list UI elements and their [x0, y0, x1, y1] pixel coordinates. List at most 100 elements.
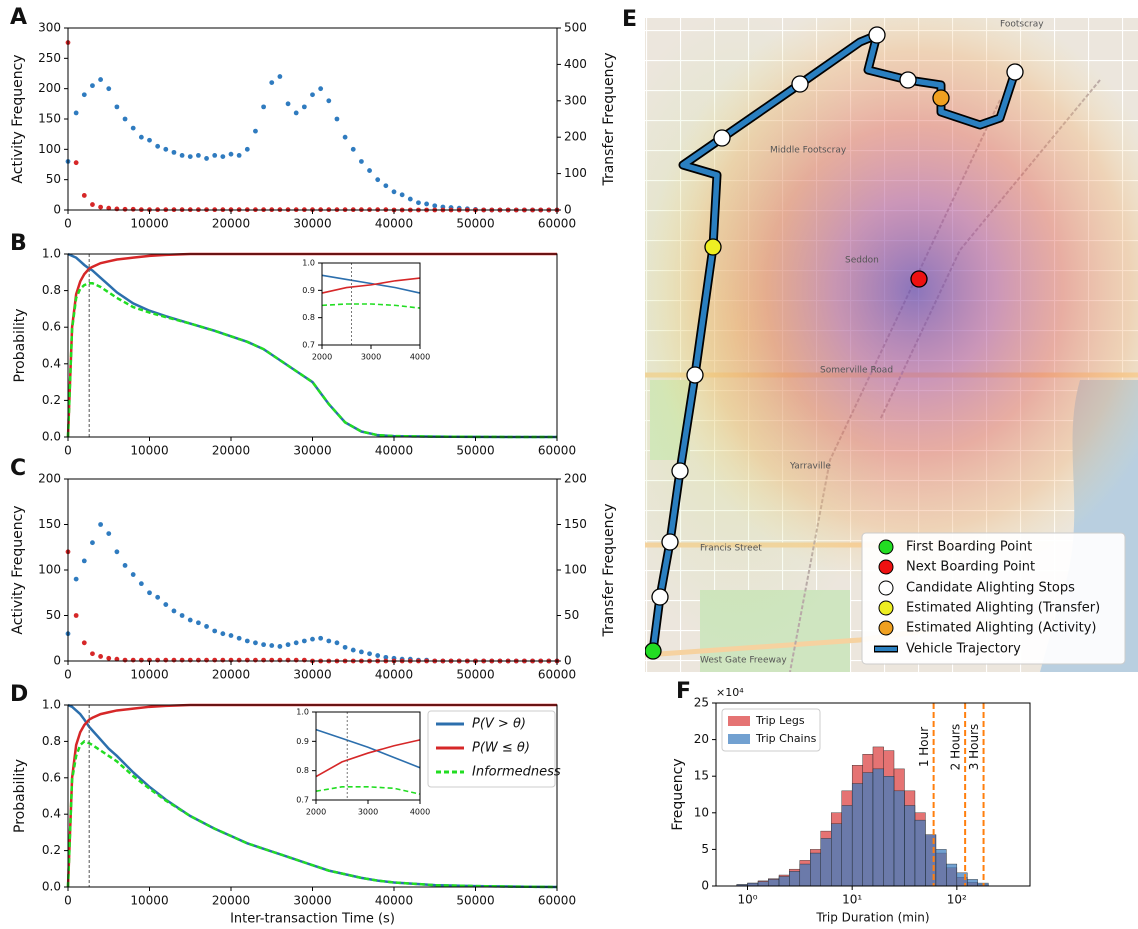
scatter-point	[155, 658, 160, 663]
y-axis-label: Probability	[12, 759, 28, 833]
scatter-point	[180, 153, 185, 158]
scatter-point	[310, 637, 315, 642]
y-tick-label: 1.0	[302, 259, 315, 268]
map-label: Yarraville	[789, 462, 831, 472]
scatter-point	[98, 77, 103, 82]
y-tick-label: 5	[701, 842, 709, 856]
x-tick-label: 20000	[212, 217, 250, 231]
scatter-point	[359, 159, 364, 164]
scatter-point	[269, 643, 274, 648]
scatter-point	[269, 80, 274, 85]
scatter-point	[98, 522, 103, 527]
scatter-point	[82, 193, 87, 198]
plot-frame	[68, 28, 557, 210]
x-tick-label: 60000	[538, 894, 576, 908]
scatter-point	[335, 640, 340, 645]
histogram-bar	[873, 769, 884, 886]
scatter-point	[220, 658, 225, 663]
y-tick-label: 0.4	[42, 356, 61, 370]
first-boarding	[645, 643, 661, 659]
scatter-point	[147, 590, 152, 595]
y2-tick-label: 0	[564, 203, 572, 217]
y-tick-label: 0	[701, 879, 709, 893]
scatter-point	[245, 147, 250, 152]
y2-tick-label: 100	[564, 563, 587, 577]
x-tick-label: 10⁰	[737, 893, 757, 907]
histogram-bar	[789, 871, 799, 886]
scatter-point	[302, 104, 307, 109]
y-tick-label: 1.0	[296, 708, 309, 717]
x-tick-label: 50000	[456, 444, 494, 458]
y-tick-label: 0.2	[42, 393, 61, 407]
x-tick-label: 50000	[456, 217, 494, 231]
scatter-point	[229, 152, 234, 157]
scatter-point	[115, 104, 120, 109]
y-tick-label: 200	[38, 81, 61, 95]
candidate-stop	[869, 27, 885, 43]
histogram-bar	[779, 876, 789, 886]
y-tick-label: 50	[46, 172, 61, 186]
scatter-point	[335, 117, 340, 122]
y-tick-label: 0	[53, 203, 61, 217]
y-tick-label: 0.0	[42, 880, 61, 894]
scatter-point	[351, 147, 356, 152]
scatter-point	[286, 642, 291, 647]
y-axis-label: Frequency	[670, 758, 686, 830]
x-tick-label: 10²	[947, 893, 967, 907]
x-tick-label: 20000	[212, 894, 250, 908]
scatter-point	[294, 111, 299, 116]
histogram-bar	[768, 879, 779, 886]
scatter-point	[123, 563, 128, 568]
y-tick-label: 150	[38, 112, 61, 126]
scatter-point	[310, 92, 315, 97]
histogram-bar	[852, 784, 863, 886]
legend-label: Vehicle Trajectory	[906, 642, 1021, 657]
scatter-point	[172, 609, 177, 614]
legend-label: Next Boarding Point	[906, 560, 1035, 575]
scatter-point	[74, 160, 79, 165]
scatter-point	[106, 531, 111, 536]
scatter-point	[237, 636, 242, 641]
scatter-point	[131, 126, 136, 131]
x-tick-label: 2000	[306, 808, 326, 817]
legend-marker	[879, 581, 893, 595]
y-tick-label: 0.8	[42, 734, 61, 748]
candidate-stop	[714, 130, 730, 146]
histogram-bar	[810, 853, 820, 886]
scatter-point	[90, 202, 95, 207]
x-tick-label: 20000	[212, 444, 250, 458]
x-tick-label: 40000	[375, 217, 413, 231]
reference-label: 3 Hours	[967, 724, 981, 771]
scatter-point	[432, 203, 437, 208]
x-tick-label: 3000	[358, 808, 378, 817]
scatter-point	[106, 86, 111, 91]
reference-label: 2 Hours	[949, 724, 963, 771]
x-tick-label: 0	[64, 668, 72, 682]
histogram-bar	[936, 849, 946, 886]
histogram-bar	[884, 776, 894, 886]
scatter-point	[220, 631, 225, 636]
x-tick-label: 3000	[361, 353, 381, 362]
histogram-bar	[863, 773, 873, 886]
x-tick-label: 60000	[538, 668, 576, 682]
y-tick-label: 250	[38, 51, 61, 65]
candidate-stop	[687, 367, 703, 383]
y-tick-label: 10	[694, 805, 709, 819]
x-tick-label: 4000	[410, 808, 430, 817]
scatter-point	[359, 650, 364, 655]
scatter-point	[286, 101, 291, 106]
panel-label: A	[10, 5, 27, 30]
map-label: Middle Footscray	[770, 146, 847, 156]
scatter-point	[188, 154, 193, 159]
scatter-point	[261, 104, 266, 109]
scatter-point	[204, 156, 209, 161]
scatter-point	[131, 207, 136, 212]
y-tick-label: 0	[53, 654, 61, 668]
y-axis-label: Activity Frequency	[10, 505, 26, 634]
y2-tick-label: 200	[564, 130, 587, 144]
scatter-point	[196, 153, 201, 158]
scatter-point	[278, 74, 283, 79]
panel-label: E	[622, 7, 637, 32]
candidate-stop	[1007, 64, 1023, 80]
y-tick-label: 20	[694, 732, 709, 746]
